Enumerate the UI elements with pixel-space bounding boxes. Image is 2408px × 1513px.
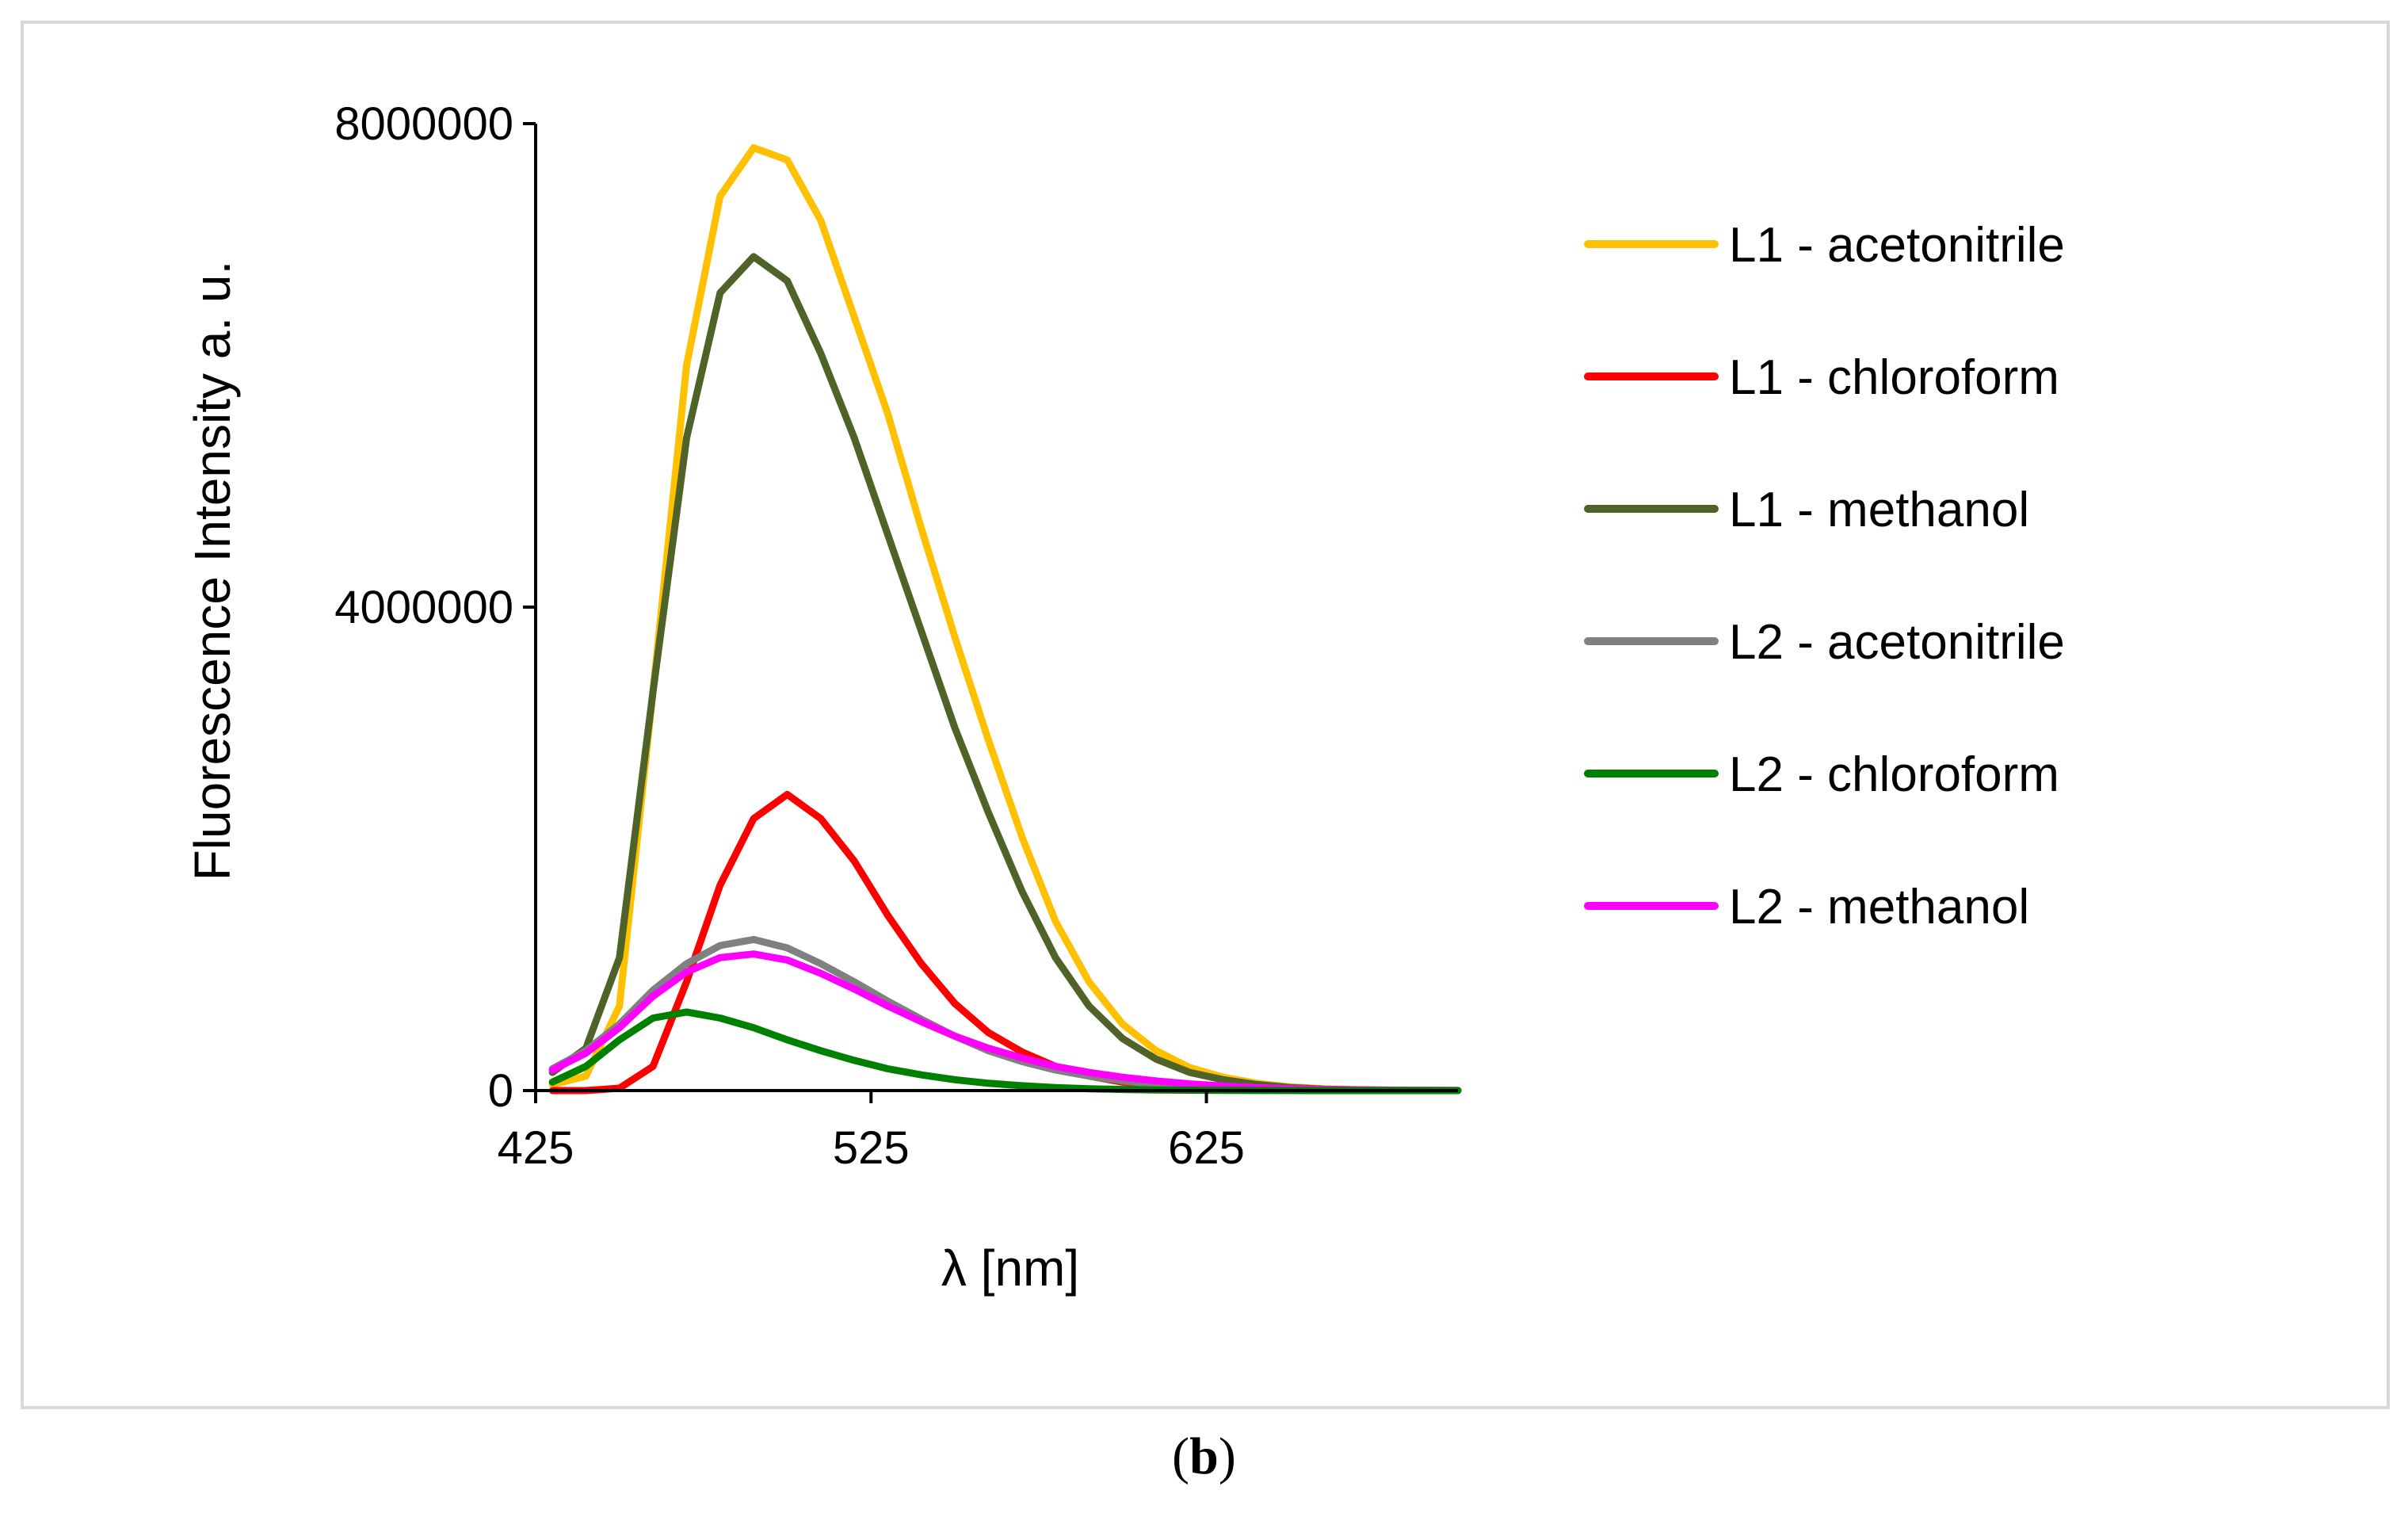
series-line-5 <box>548 950 1462 1095</box>
x-axis-title: λ [nm] <box>941 1240 1079 1297</box>
legend-label-4: L2 - chloroform <box>1729 747 2059 802</box>
legend-label-2: L1 - methanol <box>1729 483 2029 537</box>
y-tick-label-1: 4000000 <box>334 582 513 633</box>
tick-label-layer: 0 4000000 8000000 425 525 625 <box>334 98 1245 1174</box>
y-tick-label-0: 0 <box>488 1065 513 1117</box>
legend-label-3: L2 - acetonitrile <box>1729 615 2065 670</box>
axes-layer <box>523 122 1458 1103</box>
figure-caption: (b) <box>0 1427 2408 1487</box>
chart-frame <box>21 21 2390 1409</box>
series-layer <box>548 144 1462 1095</box>
y-axis-title: Fluorescence Intensity a. u. <box>184 261 241 881</box>
legend-label-1: L1 - chloroform <box>1729 350 2059 405</box>
legend-label-5: L2 - methanol <box>1729 880 2029 934</box>
x-tick-label-2: 625 <box>1168 1122 1245 1174</box>
x-tick-label-0: 425 <box>498 1122 574 1174</box>
y-tick-label-2: 8000000 <box>334 98 513 150</box>
series-line-1 <box>548 790 1462 1095</box>
caption-open: ( <box>1172 1427 1190 1485</box>
legend-label-0: L1 - acetonitrile <box>1729 218 2065 273</box>
caption-close: ) <box>1218 1427 1236 1485</box>
series-line-0 <box>548 144 1462 1095</box>
caption-letter: b <box>1189 1427 1219 1485</box>
legend: L1 - acetonitrile L1 - chloroform L1 - met… <box>1584 218 2065 934</box>
x-tick-label-1: 525 <box>833 1122 910 1174</box>
